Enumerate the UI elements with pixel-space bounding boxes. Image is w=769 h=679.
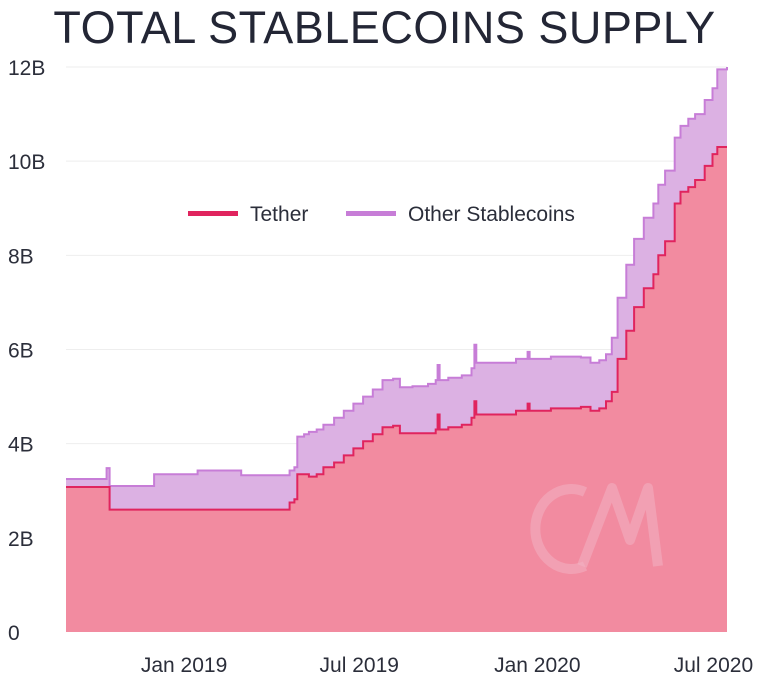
y-tick-label: 10B [8, 151, 45, 174]
legend-swatch [188, 211, 238, 216]
tether-line [66, 146, 727, 511]
x-tick-label: Jul 2020 [674, 654, 753, 677]
axis-layer: 0 2B 4B 6B 8B 10B 12B Jan 2019 Jul 2019 Jan 2020 J… [8, 57, 753, 677]
x-tick-label: Jan 2019 [141, 654, 227, 677]
x-tick-label: Jan 2020 [494, 654, 580, 677]
other-stablecoins-line [66, 67, 728, 487]
y-tick-label: 12B [8, 57, 45, 80]
chart-title: TOTAL STABLECOINS SUPPLY [53, 2, 716, 53]
y-tick-label: 2B [8, 528, 34, 551]
legend-item[interactable]: Tether [188, 203, 308, 226]
area-layer [66, 67, 728, 632]
tether-area [66, 147, 727, 632]
other-stablecoins-area [66, 67, 727, 510]
cm-logo-m [577, 483, 663, 568]
cm-logo-c [530, 484, 588, 574]
y-tick-label: 0 [8, 622, 20, 645]
y-tick-label: 4B [8, 434, 34, 457]
legend-item[interactable]: Other Stablecoins [346, 203, 575, 226]
x-tick-label: Jul 2019 [320, 654, 399, 677]
legend-label: Tether [250, 203, 308, 226]
y-tick-label: 8B [8, 245, 34, 268]
legend-swatch [346, 211, 396, 216]
y-tick-label: 6B [8, 340, 34, 363]
legend-label: Other Stablecoins [408, 203, 575, 226]
legend[interactable]: Tether Other Stablecoins [188, 203, 575, 226]
watermark-logo [530, 483, 663, 574]
